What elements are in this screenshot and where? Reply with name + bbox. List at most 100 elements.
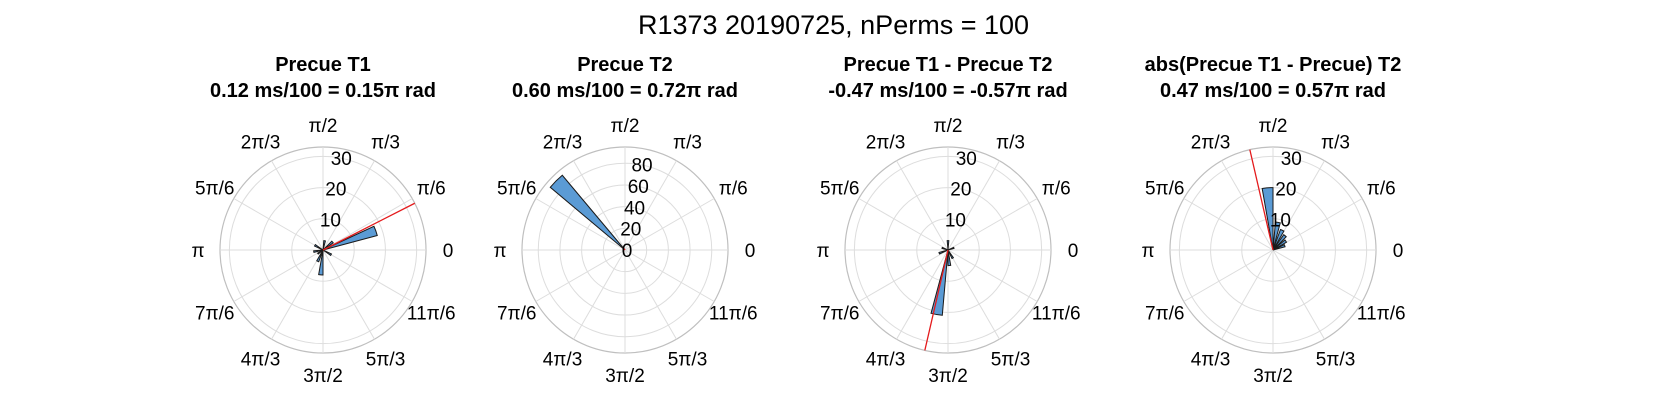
angular-tick-label: 5π/3	[668, 349, 708, 370]
angular-grid-spoke	[573, 249, 626, 340]
figure-suptitle: R1373 20190725, nPerms = 100	[637, 10, 1030, 40]
angular-tick-label: 4π/3	[241, 349, 281, 370]
angular-tick-label: 7π/6	[1145, 304, 1185, 325]
angular-grid-spoke	[896, 160, 949, 251]
angular-tick-label: π/6	[1367, 179, 1396, 200]
angular-tick-label: 5π/3	[991, 349, 1031, 370]
radial-tick-label: 20	[620, 220, 641, 241]
angular-tick-label: 0	[1068, 241, 1079, 262]
histogram-wedge	[549, 174, 626, 251]
angular-tick-label: 5π/6	[195, 179, 235, 200]
angular-tick-label: π	[816, 241, 829, 262]
histogram-wedge	[322, 240, 334, 251]
panel-subtitle: 0.47 ms/100 = 0.57π rad	[1159, 80, 1387, 102]
angular-grid-spoke	[947, 249, 1000, 340]
radial-tick-label: 10	[1270, 210, 1291, 231]
angular-tick-label: π/2	[309, 116, 338, 137]
angular-tick-label: 7π/6	[195, 304, 235, 325]
angular-grid-spoke	[573, 160, 626, 251]
angular-grid-spoke	[271, 249, 324, 340]
angular-tick-label: 3π/2	[605, 366, 645, 387]
angular-grid-spoke	[1272, 198, 1363, 251]
histogram-wedge	[1261, 187, 1274, 251]
angular-tick-label: π/6	[417, 179, 446, 200]
histogram-wedge	[322, 249, 333, 257]
angular-grid-spoke	[947, 198, 1038, 251]
histogram-wedge	[322, 225, 378, 251]
panel-title: Precue T2	[577, 54, 673, 76]
angular-tick-label: π/2	[611, 116, 640, 137]
panel-title: abs(Precue T1 - Precue) T2	[1144, 54, 1402, 76]
angular-tick-label: 0	[443, 241, 454, 262]
panel-subtitle: 0.12 ms/100 = 0.15π rad	[209, 80, 437, 102]
angular-grid-spoke	[322, 198, 413, 251]
panel-subtitle: 0.60 ms/100 = 0.72π rad	[511, 80, 739, 102]
angular-tick-label: 2π/3	[241, 133, 281, 154]
angular-grid-spoke	[1272, 249, 1325, 340]
radial-tick-label: 0	[622, 241, 633, 262]
mean-direction-line	[622, 247, 626, 251]
angular-grid-spoke	[896, 249, 949, 340]
angular-tick-label: π/2	[934, 116, 963, 137]
angular-grid-spoke	[233, 249, 324, 302]
histogram-wedge	[1272, 244, 1286, 251]
histogram-wedge	[313, 249, 324, 254]
angular-grid-spoke	[858, 249, 949, 302]
angular-grid-spoke	[322, 160, 375, 251]
mean-direction-line	[924, 249, 949, 351]
radial-tick-label: 20	[325, 180, 346, 201]
angular-tick-label: 4π/3	[866, 349, 906, 370]
angular-tick-label: π	[493, 241, 506, 262]
angular-grid-spoke	[947, 160, 1000, 251]
angular-tick-label: 2π/3	[543, 133, 583, 154]
histogram-wedge	[946, 240, 950, 251]
histogram-wedge	[947, 249, 955, 260]
angular-grid-spoke	[1221, 160, 1274, 251]
angular-grid-spoke	[624, 198, 715, 251]
angular-tick-label: 5π/6	[820, 179, 860, 200]
angular-tick-label: π/3	[996, 133, 1025, 154]
panel-title: Precue T1 - Precue T2	[843, 54, 1053, 76]
polar-plot-3: 10 20 30 0 π/6 π/3 π/2 2π/3 5π/6 π 7π/6 4π/3 3π/2 5π/…	[816, 116, 1081, 387]
angular-tick-label: 5π/6	[1145, 179, 1185, 200]
angular-grid-spoke	[624, 160, 677, 251]
angular-grid-spoke	[624, 249, 715, 302]
angular-tick-label: 5π/3	[1316, 349, 1356, 370]
radial-tick-label: 60	[628, 177, 649, 198]
polar-panel-4: abs(Precue T1 - Precue) T2 0.47 ms/100 =…	[1108, 0, 1438, 417]
angular-grid-spoke	[624, 249, 677, 340]
polar-plot-2: 0204060800π/6π/3π/22π/35π/6π7π/64π/33π/2…	[493, 116, 758, 387]
angular-tick-label: 11π/6	[1032, 304, 1081, 325]
angular-tick-label: π/2	[1259, 116, 1288, 137]
angular-grid-spoke	[322, 249, 375, 340]
angular-tick-label: π/3	[371, 133, 400, 154]
angular-grid-spoke	[1272, 249, 1363, 302]
radial-tick-label: 10	[945, 210, 966, 231]
angular-tick-label: 0	[1393, 241, 1404, 262]
polar-panel-1: Precue T1 0.12 ms/100 = 0.15π rad 10 20 30…	[158, 0, 488, 417]
histogram-wedge	[322, 240, 327, 251]
angular-tick-label: π	[191, 241, 204, 262]
mean-direction-line	[1249, 149, 1274, 251]
angular-grid-spoke	[1221, 249, 1274, 340]
panel-title: Precue T1	[275, 54, 371, 76]
angular-tick-label: 4π/3	[1191, 349, 1231, 370]
radial-tick-label: 10	[320, 210, 341, 231]
angular-tick-label: 7π/6	[497, 304, 537, 325]
angular-tick-label: 5π/3	[366, 349, 406, 370]
polar-panel-3: Precue T1 - Precue T2 -0.47 ms/100 = -0.…	[783, 0, 1113, 417]
angular-tick-label: 2π/3	[866, 133, 906, 154]
angular-grid-spoke	[233, 198, 324, 251]
angular-grid-spoke	[1183, 198, 1274, 251]
histogram-wedge	[1272, 233, 1287, 251]
angular-tick-label: 3π/2	[303, 366, 343, 387]
angular-tick-label: 7π/6	[820, 304, 860, 325]
angular-grid-spoke	[535, 249, 626, 302]
angular-grid-spoke	[1183, 249, 1274, 302]
angular-tick-label: 3π/2	[928, 366, 968, 387]
histogram-wedge	[947, 246, 955, 251]
polar-panel-2: Precue T2 0.60 ms/100 = 0.72π rad 0 20 40 6…	[460, 0, 790, 417]
angular-tick-label: 11π/6	[709, 304, 758, 325]
angular-tick-label: 0	[745, 241, 756, 262]
angular-tick-label: π	[1141, 241, 1154, 262]
